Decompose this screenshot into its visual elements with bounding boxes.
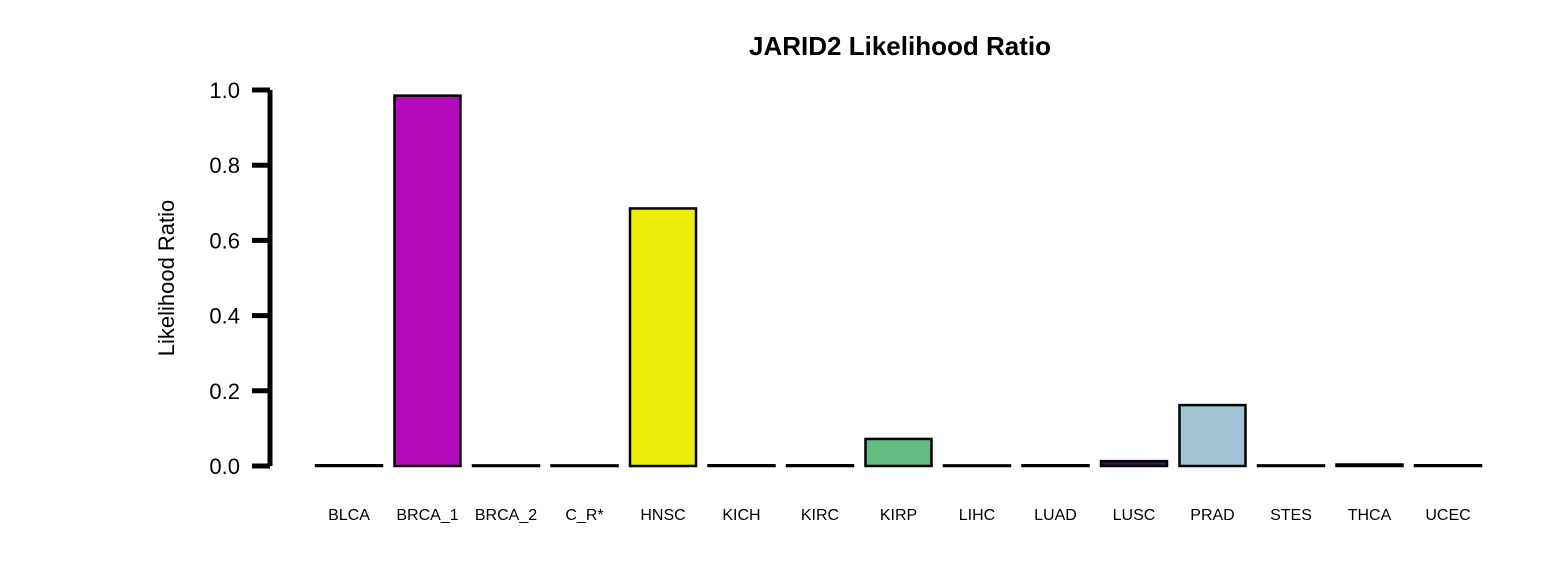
x-tick-label: LUAD xyxy=(1034,507,1077,524)
bar-hnsc xyxy=(628,207,698,468)
bar-kirc xyxy=(785,463,855,468)
x-tick-label: LIHC xyxy=(959,507,995,524)
x-tick-label: HNSC xyxy=(640,507,685,524)
x-tick-label: BRCA_2 xyxy=(475,507,537,524)
y-axis: 0.0 0.2 0.4 0.6 0.8 1.0 xyxy=(209,78,273,479)
bar-thca xyxy=(1335,463,1404,468)
x-tick-label: LUSC xyxy=(1113,507,1156,524)
bar-ucec xyxy=(1413,463,1483,468)
bar-lihc xyxy=(942,464,1012,468)
x-tick-label: BLCA xyxy=(328,507,370,524)
y-axis-label: Likelihood Ratio xyxy=(154,200,179,357)
bars xyxy=(314,94,1483,468)
x-tick-label: KIRP xyxy=(880,507,917,524)
y-tick-label: 0.6 xyxy=(209,228,240,253)
bar-prad xyxy=(1178,403,1247,468)
bar-stes xyxy=(1256,464,1326,468)
y-tick-label: 1.0 xyxy=(209,78,240,103)
y-tick-label: 0.0 xyxy=(209,454,240,479)
y-tick-label: 0.4 xyxy=(209,304,240,329)
y-tick-label: 0.2 xyxy=(209,379,240,404)
bar-brca-1 xyxy=(393,94,462,468)
bar-kich xyxy=(707,463,776,468)
bar-brca-2 xyxy=(471,464,541,468)
bar-luad xyxy=(1021,463,1090,468)
bar-kirp xyxy=(864,437,933,468)
x-tick-label: C_R* xyxy=(565,507,603,524)
x-tick-label: KICH xyxy=(722,507,760,524)
bar-lusc xyxy=(1099,459,1169,468)
x-tick-label: STES xyxy=(1270,507,1312,524)
chart-title: JARID2 Likelihood Ratio xyxy=(749,31,1051,61)
x-tick-label: UCEC xyxy=(1425,507,1470,524)
bar-c-r xyxy=(550,464,619,468)
x-tick-label: BRCA_1 xyxy=(396,507,458,524)
x-tick-label: PRAD xyxy=(1190,507,1234,524)
y-tick-label: 0.8 xyxy=(209,153,240,178)
bar-blca xyxy=(314,463,384,468)
x-tick-label: KIRC xyxy=(801,507,839,524)
x-axis-labels: BLCA BRCA_1 BRCA_2 C_R* HNSC KICH KIRC KIRP LIHC… xyxy=(328,507,1471,524)
x-tick-label: THCA xyxy=(1348,507,1392,524)
